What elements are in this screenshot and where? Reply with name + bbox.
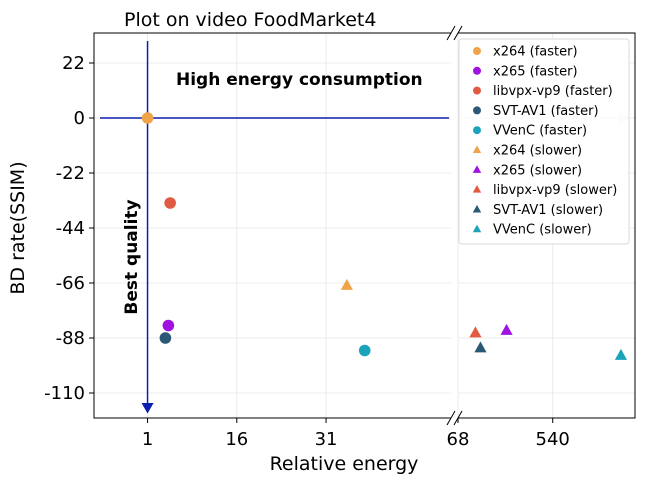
point-x265-faster — [162, 319, 175, 332]
left-axes-frame — [93, 32, 451, 419]
chart-title: Plot on video FoodMarket4 — [124, 9, 376, 31]
point-vvenc-faster — [358, 344, 371, 357]
legend-marker-vvenc-slower — [472, 224, 482, 233]
legend-marker-x264-faster — [473, 47, 481, 55]
y-tick-label: 0 — [74, 108, 85, 129]
x-tick-label: 1 — [142, 429, 153, 450]
annotation-best-quality: Best quality — [122, 199, 142, 314]
right-axes-frame — [458, 32, 636, 419]
legend-marker-svt-av1-slower — [472, 204, 482, 213]
y-tick-label: 22 — [62, 53, 85, 74]
legend-marker-libvpx-vp9-slower — [472, 185, 482, 193]
legend: x264 (faster) x265 (faster) libvpx-vp9 (fa… — [458, 38, 630, 245]
legend-label-libvpx-vp9-slower: libvpx-vp9 (slower) — [493, 183, 617, 198]
legend-label-svt-av1-faster: SVT-AV1 (faster) — [493, 104, 599, 119]
x-tick-label: 31 — [315, 429, 338, 450]
point-svt-av1-slower — [474, 341, 487, 353]
point-libvpx-vp9-faster — [164, 197, 176, 209]
axis-break-mark — [446, 410, 456, 426]
y-tick-label: -110 — [44, 383, 85, 404]
y-tick-label: -44 — [56, 218, 85, 239]
y-tick-label: -88 — [56, 328, 85, 349]
y-axis-label: BD rate(SSIM) — [7, 161, 29, 294]
point-x264-slower — [340, 278, 353, 290]
legend-marker-libvpx-vp9-faster — [473, 86, 481, 95]
legend-marker-x264-slower — [472, 145, 482, 154]
legend-box — [458, 38, 630, 245]
legend-label-x264-slower: x264 (slower) — [493, 144, 582, 159]
legend-marker-x265-slower — [472, 165, 482, 173]
legend-label-x265-faster: x265 (faster) — [493, 64, 578, 79]
tick-labels: 22 0 -22 -44 -66 -88 -110 1 16 31 68 540 — [44, 53, 570, 450]
legend-label-x264-faster: x264 (faster) — [493, 45, 578, 60]
y-tick-label: -66 — [56, 273, 85, 294]
legend-label-svt-av1-slower: SVT-AV1 (slower) — [493, 203, 603, 218]
point-libvpx-vp9-slower — [469, 326, 482, 338]
data-points — [141, 112, 628, 360]
legend-marker-vvenc-faster — [473, 126, 481, 135]
annotation-high-energy: High energy consumption — [176, 70, 423, 90]
legend-label-x265-slower: x265 (slower) — [493, 163, 582, 178]
legend-label-libvpx-vp9-faster: libvpx-vp9 (faster) — [493, 84, 613, 99]
point-svt-av1-faster — [159, 332, 172, 344]
x-tick-label: 540 — [536, 429, 570, 450]
y-tick-label: -22 — [56, 163, 85, 184]
legend-label-vvenc-slower: VVenC (slower) — [493, 223, 592, 238]
axis-break-mark — [453, 25, 463, 41]
axis-break-mark — [446, 25, 456, 41]
x-axis-label: Relative energy — [270, 453, 419, 475]
x-tick-label: 68 — [447, 429, 470, 450]
x-tick-label: 16 — [225, 429, 248, 450]
point-vvenc-slower — [614, 348, 628, 360]
legend-label-vvenc-faster: VVenC (faster) — [493, 124, 587, 139]
legend-marker-x265-faster — [473, 66, 481, 75]
point-x265-slower — [500, 323, 513, 335]
legend-marker-svt-av1-faster — [473, 106, 481, 115]
point-x264-faster — [141, 112, 154, 124]
